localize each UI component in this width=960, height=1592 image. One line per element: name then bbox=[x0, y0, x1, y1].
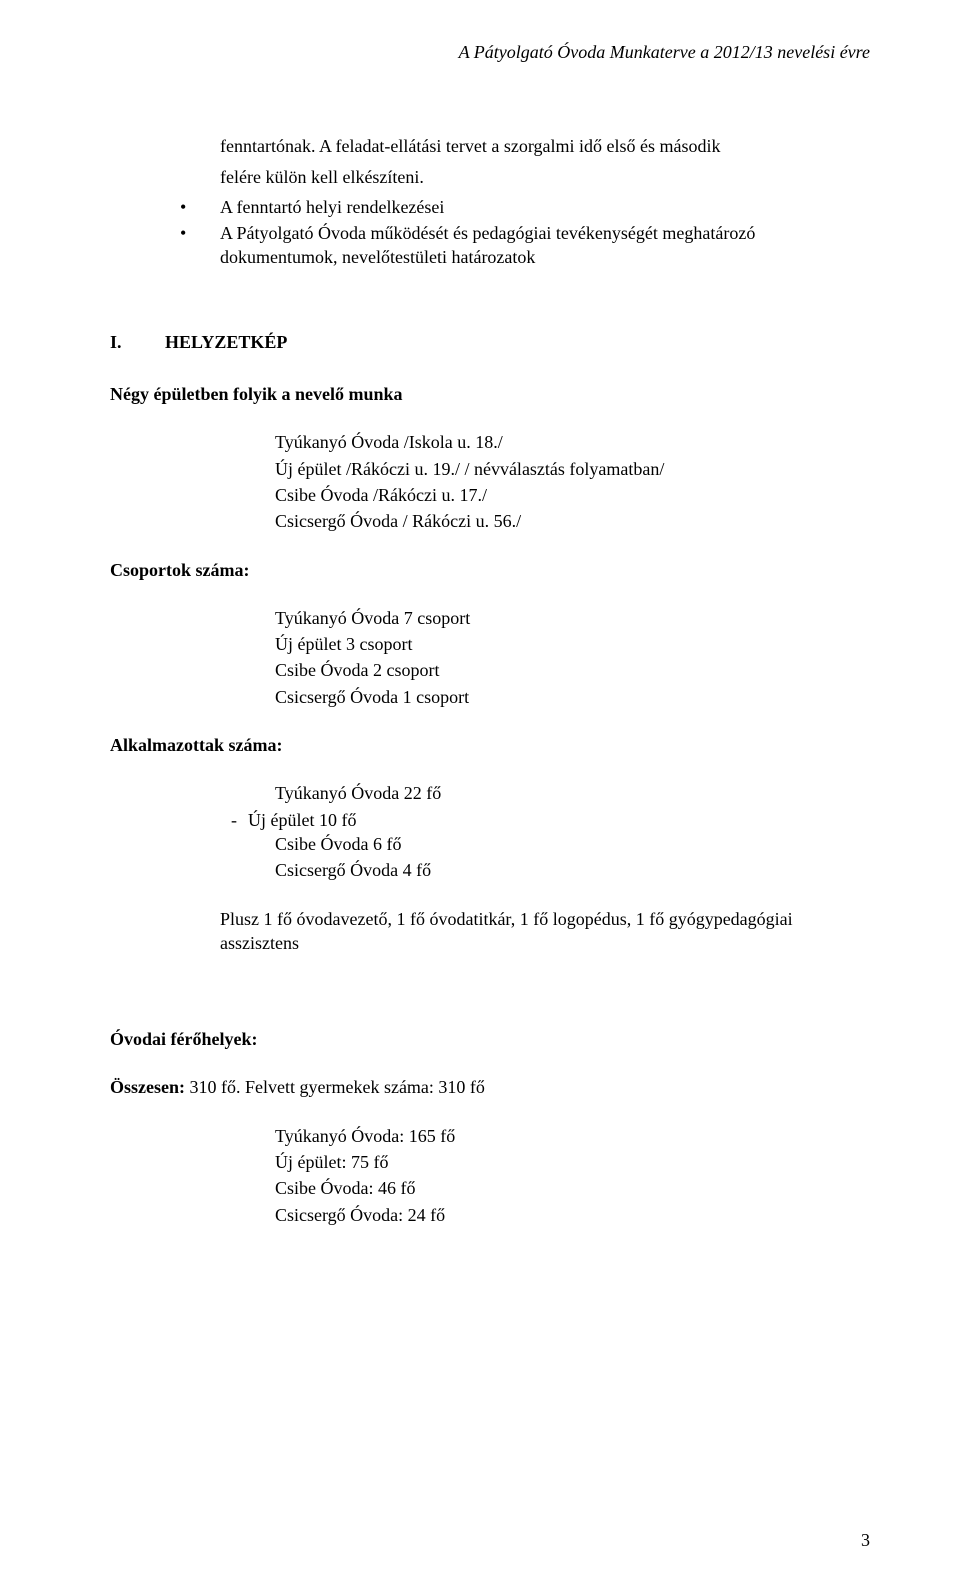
bullet-icon: • bbox=[180, 221, 220, 270]
staff-list: Tyúkanyó Óvoda 22 fő bbox=[275, 781, 870, 805]
document-header: A Pátyolgató Óvoda Munkaterve a 2012/13 … bbox=[110, 40, 870, 64]
total-bold: Összesen: bbox=[110, 1077, 185, 1097]
list-item: Csibe Óvoda 6 fő bbox=[275, 832, 870, 856]
list-item: Új épület: 75 fő bbox=[275, 1150, 870, 1174]
list-item: Csibe Óvoda 2 csoport bbox=[275, 658, 870, 682]
staff-list-cont: Csibe Óvoda 6 fő Csicsergő Óvoda 4 fő bbox=[275, 832, 870, 883]
buildings-heading: Négy épületben folyik a nevelő munka bbox=[110, 382, 870, 406]
list-item: Csicsergő Óvoda 4 fő bbox=[275, 858, 870, 882]
staff-dash-row: - Új épület 10 fő bbox=[220, 808, 870, 832]
buildings-list: Tyúkanyó Óvoda /Iskola u. 18./ Új épület… bbox=[275, 430, 870, 533]
list-item: Új épület 10 fő bbox=[248, 808, 356, 832]
list-item: Csibe Óvoda: 46 fő bbox=[275, 1176, 870, 1200]
intro-line-2: felére külön kell elkészíteni. bbox=[220, 165, 870, 189]
total-line: Összesen: 310 fő. Felvett gyermekek szám… bbox=[110, 1075, 870, 1099]
bullet-item-2: • A Pátyolgató Óvoda működését és pedagó… bbox=[180, 221, 870, 270]
section-title: HELYZETKÉP bbox=[165, 330, 287, 354]
capacity-label: Óvodai férőhelyek: bbox=[110, 1027, 870, 1051]
list-item: Új épület /Rákóczi u. 19./ / névválasztá… bbox=[275, 457, 870, 481]
bullet-item-1: • A fenntartó helyi rendelkezései bbox=[180, 195, 870, 219]
capacity-breakdown: Tyúkanyó Óvoda: 165 fő Új épület: 75 fő … bbox=[275, 1124, 870, 1227]
plus-line: Plusz 1 fő óvodavezető, 1 fő óvodatitkár… bbox=[220, 907, 830, 931]
groups-label: Csoportok száma: bbox=[110, 558, 870, 582]
list-item: Tyúkanyó Óvoda: 165 fő bbox=[275, 1124, 870, 1148]
bullet-text: A fenntartó helyi rendelkezései bbox=[220, 195, 444, 219]
bullet-icon: • bbox=[180, 195, 220, 219]
bullet-text: dokumentumok, nevelőtestületi határozato… bbox=[220, 245, 755, 269]
list-item: Csicsergő Óvoda: 24 fő bbox=[275, 1203, 870, 1227]
page-number: 3 bbox=[861, 1528, 870, 1552]
section-number: I. bbox=[110, 330, 165, 354]
plus-block: Plusz 1 fő óvodavezető, 1 fő óvodatitkár… bbox=[220, 907, 830, 956]
total-rest: 310 fő. Felvett gyermekek száma: 310 fő bbox=[185, 1077, 485, 1097]
list-item: Új épület 3 csoport bbox=[275, 632, 870, 656]
groups-list: Tyúkanyó Óvoda 7 csoport Új épület 3 cso… bbox=[275, 606, 870, 709]
list-item: Tyúkanyó Óvoda /Iskola u. 18./ bbox=[275, 430, 870, 454]
list-item: Csibe Óvoda /Rákóczi u. 17./ bbox=[275, 483, 870, 507]
intro-line-1: fenntartónak. A feladat-ellátási tervet … bbox=[220, 134, 870, 158]
section-heading: I. HELYZETKÉP bbox=[110, 330, 870, 354]
plus-line: asszisztens bbox=[220, 931, 830, 955]
bullet-text: A Pátyolgató Óvoda működését és pedagógi… bbox=[220, 221, 755, 245]
staff-label: Alkalmazottak száma: bbox=[110, 733, 870, 757]
dash-icon: - bbox=[220, 808, 248, 832]
list-item: Csicsergő Óvoda / Rákóczi u. 56./ bbox=[275, 509, 870, 533]
list-item: Csicsergő Óvoda 1 csoport bbox=[275, 685, 870, 709]
list-item: Tyúkanyó Óvoda 7 csoport bbox=[275, 606, 870, 630]
list-item: Tyúkanyó Óvoda 22 fő bbox=[275, 781, 870, 805]
